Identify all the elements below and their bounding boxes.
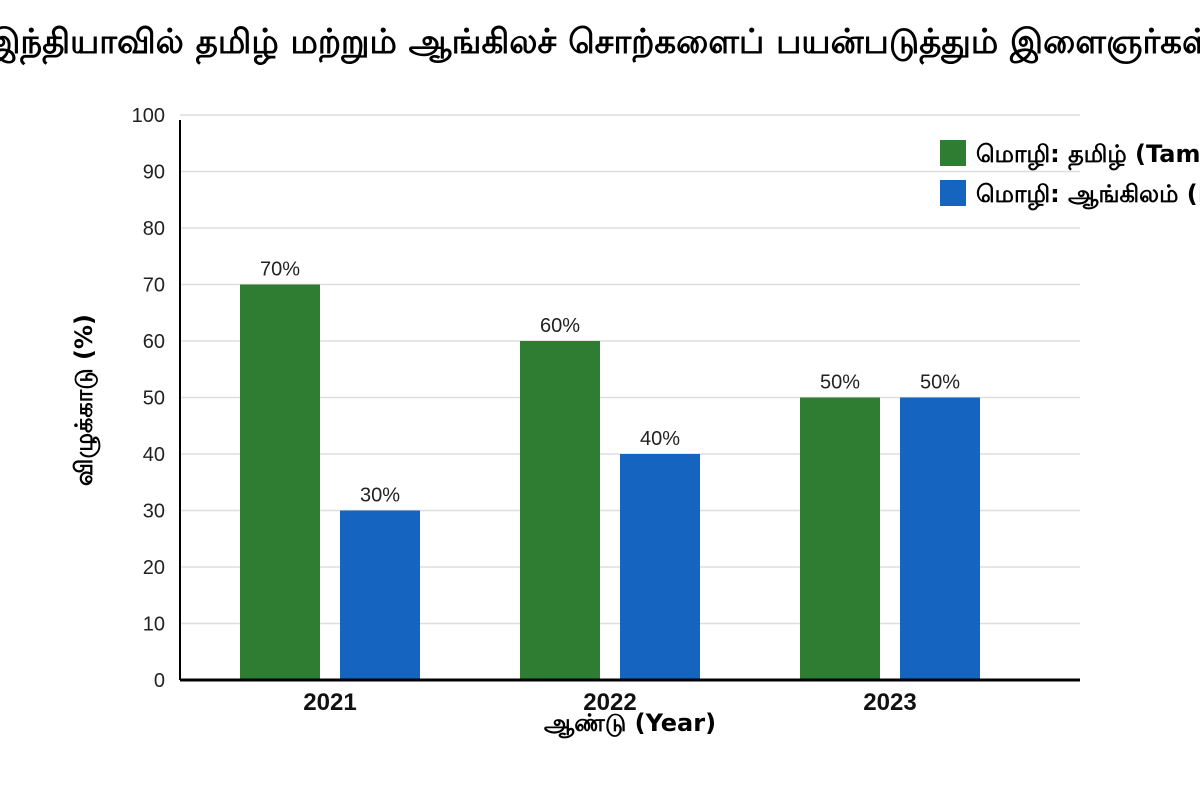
bar-tamil-2021 <box>240 284 320 680</box>
x-axis-ticks: 2021 2022 2023 <box>303 689 916 716</box>
x-tick-label: 2023 <box>863 689 916 716</box>
y-axis-ticks: 0 10 20 30 40 50 60 70 80 90 100 <box>132 105 165 692</box>
y-tick-label: 50 <box>143 388 165 410</box>
data-label: 60% <box>540 315 580 337</box>
y-tick-label: 30 <box>143 501 165 523</box>
bar-tamil-2022 <box>520 341 600 680</box>
y-tick-label: 60 <box>143 331 165 353</box>
y-tick-label: 10 <box>143 614 165 636</box>
data-labels: 70% 30% 60% 40% 50% 50% <box>260 259 960 507</box>
legend: மொழி: தமிழ் (Tamil) மொழி: ஆங்கிலம் (Engli… <box>940 140 1200 211</box>
data-label: 70% <box>260 259 300 281</box>
legend-label: மொழி: தமிழ் (Tamil) <box>976 140 1200 171</box>
data-label: 50% <box>820 372 860 394</box>
legend-swatch <box>940 180 966 206</box>
bar-tamil-2023 <box>800 397 880 680</box>
y-tick-label: 80 <box>143 218 165 240</box>
axes <box>179 120 1080 682</box>
y-tick-label: 100 <box>132 105 165 127</box>
data-label: 40% <box>640 428 680 450</box>
x-tick-label: 2021 <box>303 689 356 716</box>
legend-label: மொழி: ஆங்கிலம் (English) <box>976 180 1200 211</box>
bars <box>240 284 980 680</box>
data-label: 30% <box>360 485 400 507</box>
y-tick-label: 20 <box>143 557 165 579</box>
y-tick-label: 40 <box>143 444 165 466</box>
bar-english-2022 <box>620 454 700 680</box>
x-axis-title: ஆண்டு (Year) <box>544 709 716 739</box>
y-tick-label: 90 <box>143 162 165 184</box>
data-label: 50% <box>920 372 960 394</box>
bar-english-2023 <box>900 397 980 680</box>
legend-swatch <box>940 140 966 166</box>
chart-title: இந்தியாவில் தமிழ் மற்றும் ஆங்கிலச் சொற்க… <box>0 22 1200 62</box>
y-tick-label: 0 <box>154 670 165 692</box>
x-tick-label: 2022 <box>583 689 636 716</box>
bar-english-2021 <box>340 510 420 680</box>
y-tick-label: 70 <box>143 275 165 297</box>
y-axis-title: விழுக்காடு (%) <box>70 314 101 486</box>
